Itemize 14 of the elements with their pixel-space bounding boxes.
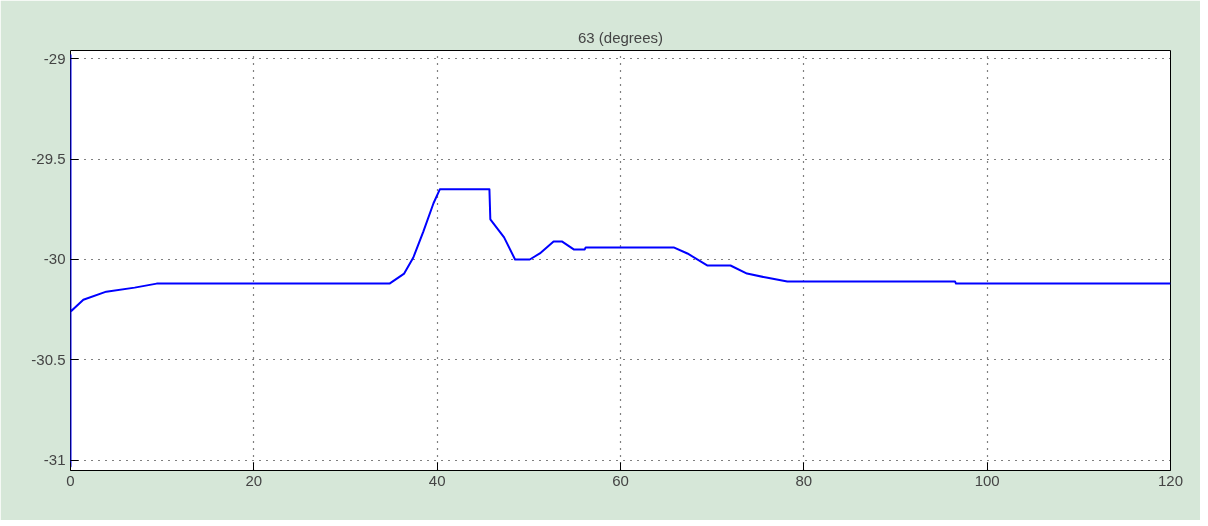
y-tick-label: -31 bbox=[43, 451, 66, 469]
x-tick-label: 60 bbox=[612, 471, 629, 489]
x-tick-label: 40 bbox=[428, 471, 446, 489]
x-tick-label: 0 bbox=[66, 471, 75, 489]
y-tick-label: -30 bbox=[43, 250, 66, 268]
x-tick-label: 120 bbox=[1157, 471, 1184, 489]
x-tick-label: 20 bbox=[245, 471, 263, 489]
x-tick-label: 100 bbox=[974, 471, 1000, 489]
x-tick-label: 80 bbox=[795, 471, 813, 489]
chart-title: 63 (degrees) bbox=[577, 28, 664, 46]
y-tick-label: -29 bbox=[43, 49, 66, 67]
y-tick-label: -30.5 bbox=[31, 350, 66, 368]
y-tick-label: -29.5 bbox=[31, 150, 66, 168]
line-series bbox=[70, 53, 1171, 468]
